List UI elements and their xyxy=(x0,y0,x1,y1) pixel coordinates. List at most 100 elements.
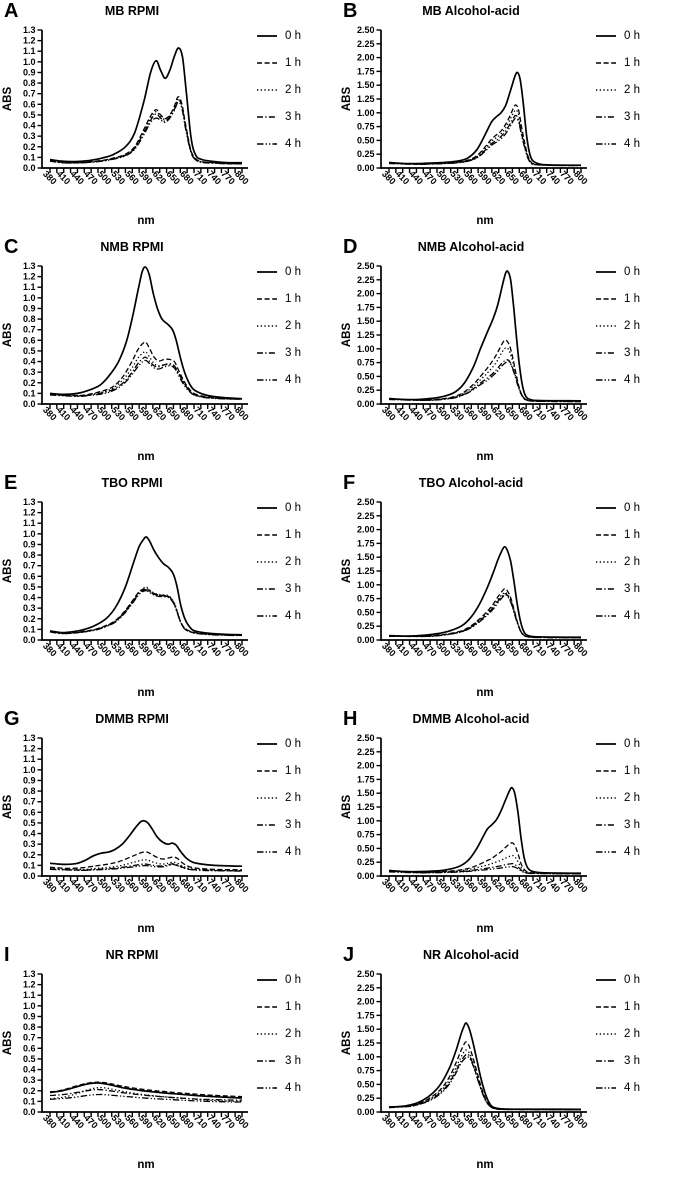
legend-label: 2 h xyxy=(285,320,301,332)
x-tick-label: 380 xyxy=(41,169,59,187)
y-axis-label: ABS xyxy=(2,1031,14,1056)
legend-label: 1 h xyxy=(285,293,301,305)
y-tick-label: 0.3 xyxy=(23,839,36,849)
legend-item-1h: 1 h xyxy=(595,529,640,541)
y-tick-label: 1.0 xyxy=(23,57,36,67)
legend-item-3h: 3 h xyxy=(595,111,640,123)
legend-line-sample-icon xyxy=(257,1033,277,1035)
x-tick-label: 380 xyxy=(380,1113,398,1131)
legend-label: 4 h xyxy=(624,1082,640,1094)
y-tick-label: 0.4 xyxy=(23,1065,36,1075)
y-tick-label: 0.6 xyxy=(23,335,36,345)
legend-item-4h: 4 h xyxy=(256,138,301,150)
legend-item-2h: 2 h xyxy=(256,1028,301,1040)
axes xyxy=(380,974,587,1113)
legend-item-1h: 1 h xyxy=(595,57,640,69)
panel-title: MB Alcohol-acid xyxy=(422,4,520,18)
x-axis-label: nm xyxy=(476,687,493,699)
series-lines xyxy=(49,1081,243,1103)
legend-label: 2 h xyxy=(285,792,301,804)
y-tick-label: 1.1 xyxy=(23,518,36,528)
y-axis-label: ABS xyxy=(2,87,14,112)
x-axis-ticks: 3804104404705005305605906206506807107407… xyxy=(41,640,251,658)
legend-line-sample-icon xyxy=(257,770,277,772)
legend-line-sample-icon xyxy=(257,1006,277,1008)
y-axis-label: ABS xyxy=(341,795,353,820)
series-line-0h xyxy=(49,47,243,164)
y-axis-label: ABS xyxy=(341,87,353,112)
series-line-0h xyxy=(49,536,243,636)
y-tick-label: 2.00 xyxy=(357,289,375,299)
y-tick-label: 0.7 xyxy=(23,325,36,335)
y-axis-ticks: 0.00.10.20.30.40.50.60.70.80.91.01.11.21… xyxy=(23,25,42,173)
y-tick-label: 2.50 xyxy=(357,25,375,35)
series-line-0h xyxy=(49,819,243,868)
spectrum-plot: 0.00.10.20.30.40.50.60.70.80.91.01.11.21… xyxy=(2,25,251,227)
y-tick-label: 0.25 xyxy=(357,149,375,159)
panel-title: NR Alcohol-acid xyxy=(422,948,520,962)
y-tick-label: 1.25 xyxy=(357,94,375,104)
legend-line-sample-icon xyxy=(257,534,277,536)
series-line-4h xyxy=(388,360,582,403)
y-tick-label: 1.3 xyxy=(23,497,36,507)
legend-line-sample-icon xyxy=(596,298,616,300)
legend-item-4h: 4 h xyxy=(256,610,301,622)
x-axis-ticks: 3804104404705005305605906206506807107407… xyxy=(380,404,590,422)
y-tick-label: 0.5 xyxy=(23,346,36,356)
y-tick-label: 0.0 xyxy=(23,163,36,173)
legend-label: 1 h xyxy=(624,765,640,777)
panel-letter: J xyxy=(343,944,355,966)
y-tick-label: 1.2 xyxy=(23,272,36,282)
axes xyxy=(380,266,587,405)
y-axis-ticks: 0.00.10.20.30.40.50.60.70.80.91.01.11.21… xyxy=(23,733,42,881)
legend: 0 h 1 h 2 h 3 h 4 h xyxy=(256,738,301,858)
y-tick-label: 2.50 xyxy=(357,969,375,979)
legend: 0 h 1 h 2 h 3 h 4 h xyxy=(256,30,301,150)
y-tick-label: 1.2 xyxy=(23,980,36,990)
y-tick-label: 1.1 xyxy=(23,282,36,292)
x-axis-label: nm xyxy=(137,215,154,227)
legend-line-sample-icon xyxy=(257,824,277,826)
series-line-3h xyxy=(49,356,243,400)
legend-line-sample-icon xyxy=(257,979,277,981)
legend-line-sample-icon xyxy=(596,979,616,981)
y-tick-label: 0.2 xyxy=(23,850,36,860)
y-tick-label: 0.00 xyxy=(357,871,375,881)
panel-title: TBO RPMI xyxy=(101,476,163,490)
y-tick-label: 0.7 xyxy=(23,797,36,807)
y-tick-label: 0.0 xyxy=(23,399,36,409)
y-tick-label: 0.2 xyxy=(23,1086,36,1096)
legend-line-sample-icon xyxy=(596,824,616,826)
legend-label: 3 h xyxy=(624,347,640,359)
y-tick-label: 1.2 xyxy=(23,36,36,46)
legend-label: 2 h xyxy=(624,1028,640,1040)
axes xyxy=(41,974,248,1113)
panel-letter: C xyxy=(4,236,19,258)
legend-line-sample-icon xyxy=(596,143,616,145)
series-line-3h xyxy=(388,359,582,403)
x-axis-label: nm xyxy=(137,1159,154,1171)
series-lines xyxy=(49,536,243,637)
legend-label: 2 h xyxy=(285,1028,301,1040)
legend-label: 4 h xyxy=(624,610,640,622)
series-line-2h xyxy=(388,346,582,403)
legend-item-3h: 3 h xyxy=(256,347,301,359)
legend-item-3h: 3 h xyxy=(256,819,301,831)
y-tick-label: 0.0 xyxy=(23,871,36,881)
x-tick-label: 380 xyxy=(41,877,59,895)
legend-label: 2 h xyxy=(285,556,301,568)
y-tick-label: 0.1 xyxy=(23,624,36,634)
legend-label: 0 h xyxy=(624,974,640,986)
legend-item-1h: 1 h xyxy=(595,1001,640,1013)
legend-line-sample-icon xyxy=(257,561,277,563)
y-tick-label: 2.00 xyxy=(357,997,375,1007)
series-line-4h xyxy=(49,101,242,165)
panel-letter: G xyxy=(4,708,20,730)
x-tick-label: 380 xyxy=(41,641,59,659)
legend-label: 4 h xyxy=(285,1082,301,1094)
legend-line-sample-icon xyxy=(257,35,277,37)
legend-item-3h: 3 h xyxy=(595,819,640,831)
legend-label: 4 h xyxy=(624,138,640,150)
legend-label: 0 h xyxy=(285,502,301,514)
y-tick-label: 0.9 xyxy=(23,539,36,549)
